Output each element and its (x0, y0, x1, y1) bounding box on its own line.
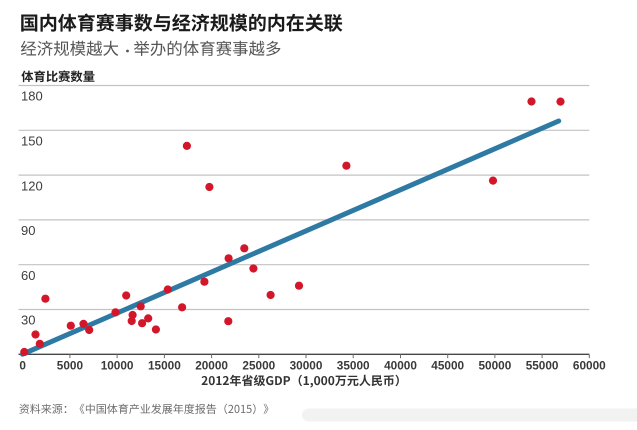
svg-text:60: 60 (21, 268, 35, 283)
svg-text:30000: 30000 (290, 359, 323, 373)
svg-text:180: 180 (21, 89, 43, 104)
svg-text:90: 90 (21, 223, 35, 238)
svg-text:45000: 45000 (431, 359, 464, 373)
svg-text:25000: 25000 (242, 359, 275, 373)
svg-text:10000: 10000 (101, 359, 134, 373)
svg-text:20000: 20000 (195, 359, 228, 373)
svg-text:120: 120 (21, 178, 43, 193)
svg-text:50000: 50000 (478, 359, 511, 373)
svg-text:0: 0 (19, 359, 26, 373)
svg-text:30: 30 (21, 313, 35, 328)
svg-text:55000: 55000 (526, 359, 559, 373)
svg-text:15000: 15000 (148, 359, 181, 373)
svg-text:150: 150 (21, 134, 43, 149)
svg-text:40000: 40000 (384, 359, 417, 373)
svg-text:35000: 35000 (337, 359, 370, 373)
svg-text:60000: 60000 (573, 359, 606, 373)
svg-text:5000: 5000 (57, 359, 84, 373)
